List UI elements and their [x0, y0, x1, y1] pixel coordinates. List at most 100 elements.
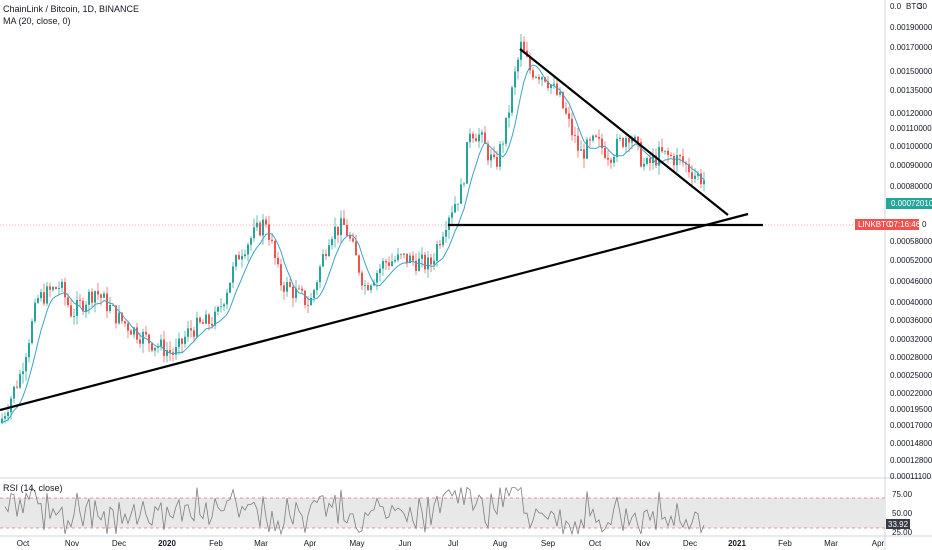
- symbol-badge-name: LINKBTC: [858, 220, 892, 229]
- candle-body: [1, 418, 3, 424]
- rsi-legend[interactable]: RSI (14, close): [3, 483, 63, 493]
- candle-body: [340, 218, 342, 236]
- candle-body: [490, 154, 492, 161]
- symbol-legend[interactable]: ChainLink / Bitcoin, 1D, BINANCE: [3, 4, 140, 14]
- candle-body: [31, 321, 33, 344]
- candle-body: [28, 343, 30, 358]
- candle-body: [550, 84, 552, 89]
- candle-body: [511, 87, 513, 113]
- price-tick-label: 0.00052000: [890, 256, 932, 265]
- candle-body: [394, 260, 396, 262]
- candle-body: [94, 291, 96, 303]
- candle-body: [655, 155, 657, 166]
- support-trendline[interactable]: [0, 212, 749, 412]
- price-tick-label: 0.00100000: [890, 142, 932, 151]
- candle-body: [268, 224, 270, 240]
- time-tick-label: Apr: [304, 539, 317, 548]
- candle-body: [478, 134, 480, 142]
- candle-body: [49, 286, 51, 290]
- price-axis[interactable]: 0.0 BTC 30 0.00190000 0.00170000 0.0015000…: [890, 2, 932, 481]
- candle-body: [640, 142, 642, 167]
- ma-price-badge: [886, 198, 932, 209]
- candle-body: [334, 226, 336, 240]
- candle-body: [319, 266, 321, 283]
- candle-body: [568, 113, 570, 119]
- candle-body: [22, 371, 24, 375]
- candle-body: [466, 142, 468, 184]
- triangle-upper-trendline[interactable]: [519, 48, 729, 216]
- candle-body: [595, 135, 597, 137]
- candle-body: [646, 158, 648, 164]
- candle-body: [391, 261, 393, 266]
- candle-body: [10, 398, 12, 413]
- time-tick-label: Oct: [17, 539, 30, 548]
- price-axis-top-label: 0.0: [890, 2, 902, 11]
- candle-body: [400, 254, 402, 256]
- candle-body: [292, 286, 294, 299]
- candle-body: [694, 175, 696, 179]
- candle-body: [295, 288, 297, 299]
- rsi-label-50: 50.00: [892, 509, 913, 518]
- candle-body: [565, 108, 567, 114]
- candle-body: [454, 203, 456, 213]
- candle-body: [19, 374, 21, 388]
- candle-body: [202, 322, 204, 324]
- price-axis-top-label-right: 30: [918, 2, 927, 11]
- candle-body: [214, 311, 216, 326]
- time-tick-label: Sep: [541, 539, 556, 548]
- candle-body: [46, 286, 48, 304]
- candle-body: [301, 288, 303, 291]
- price-tick-label: 0.00019500: [890, 405, 932, 414]
- candle-body: [370, 285, 372, 291]
- candle-body: [631, 139, 633, 143]
- candle-body: [397, 254, 399, 261]
- candle-body: [439, 244, 441, 246]
- candle-body: [217, 307, 219, 312]
- candle-body: [481, 132, 483, 135]
- candle-body: [328, 245, 330, 257]
- candle-body: [13, 386, 15, 399]
- candle-body: [232, 266, 234, 283]
- candle-body: [130, 330, 132, 335]
- candle-body: [253, 227, 255, 239]
- time-tick-label: 2021: [728, 539, 746, 548]
- candle-body: [544, 77, 546, 82]
- time-tick-label: Aug: [493, 539, 507, 548]
- time-tick-label: Mar: [824, 539, 838, 548]
- candle-body: [205, 314, 207, 324]
- time-tick-label: Jun: [399, 539, 412, 548]
- candle-body: [226, 292, 228, 305]
- time-axis[interactable]: Oct Nov Dec 2020 Feb Mar Apr May Jun Jul Aug Sep Oct…: [17, 539, 885, 548]
- price-tick-label: 0.00170000: [890, 43, 932, 52]
- candle-body: [667, 150, 669, 155]
- candle-body: [415, 260, 417, 271]
- candle-body: [421, 254, 423, 259]
- candle-body: [475, 138, 477, 142]
- price-tick-label: 0.00150000: [890, 67, 932, 76]
- countdown-suffix: 0: [922, 220, 927, 229]
- candle-body: [598, 136, 600, 139]
- rsi-band: [0, 498, 885, 528]
- candle-body: [307, 304, 309, 306]
- ma-legend[interactable]: MA (20, close, 0): [3, 16, 71, 26]
- candle-body: [637, 136, 639, 143]
- candle-body: [34, 302, 36, 322]
- candle-body: [382, 261, 384, 269]
- candle-body: [133, 327, 135, 335]
- candle-body: [601, 138, 603, 149]
- candle-body: [76, 299, 78, 316]
- price-tick-label: 0.00014800: [890, 439, 932, 448]
- candles-layer: [1, 34, 705, 425]
- time-tick-label: May: [349, 539, 364, 548]
- candle-body: [670, 154, 672, 156]
- price-tick-label: 0.00017000: [890, 421, 932, 430]
- price-tick-label: 0.00090000: [890, 161, 932, 170]
- candle-body: [148, 334, 150, 344]
- candle-body: [136, 327, 138, 340]
- candle-body: [364, 285, 366, 286]
- candle-body: [238, 255, 240, 260]
- price-tick-label: 0.00032000: [890, 335, 932, 344]
- time-tick-label: 2020: [158, 539, 176, 548]
- candle-body: [352, 238, 354, 242]
